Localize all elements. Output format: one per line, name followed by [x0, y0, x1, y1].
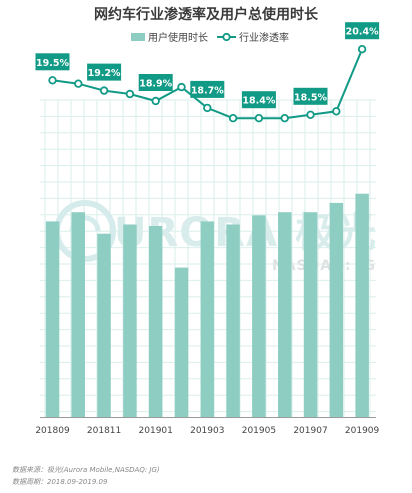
bars	[45, 193, 369, 417]
legend-line-label: 行业渗透率	[239, 31, 289, 44]
legend-bar-swatch	[131, 33, 145, 41]
line-point-201906	[280, 113, 289, 123]
data-label-bg-201903	[190, 80, 225, 98]
data-label-bg-201909	[345, 22, 380, 40]
x-tick-201809: 201809	[35, 426, 70, 436]
line-point-201904	[228, 113, 238, 123]
line-point-201810	[74, 79, 83, 88]
line-point-201905	[254, 113, 264, 123]
line-point-201809	[48, 76, 57, 85]
bar-201908	[329, 202, 344, 417]
data-label-bg-201907	[293, 87, 328, 105]
bar-201809	[45, 221, 60, 417]
chart-title: 网约车行业渗透率及用户总使用时长	[94, 6, 319, 23]
footer-period: 数据周期：2018.09-2019.09	[12, 478, 108, 486]
bar-201905	[252, 215, 266, 417]
data-label-bg-201905	[241, 91, 276, 109]
bar-201810	[71, 212, 85, 417]
bar-201811	[97, 233, 111, 417]
data-label-201901: 18.9%	[139, 79, 172, 90]
x-tick-labels: 201809 201811 201901 201903 201905 201907 2019…	[35, 426, 379, 436]
watermark-brand: URORA	[114, 210, 278, 256]
x-tick-201811: 201811	[87, 426, 121, 436]
x-tick-201907: 201907	[293, 426, 327, 436]
line-point-201908	[332, 107, 341, 116]
data-label-bg-201811	[87, 63, 122, 81]
data-label-201909: 20.4%	[346, 27, 379, 38]
penetration-line: 19.5% 19.2% 18.9% 18.7% 18.4% 18.5% 20.4%	[35, 22, 380, 123]
bar-201903	[200, 221, 215, 417]
bar-201909	[355, 193, 369, 417]
data-label-201905: 18.4%	[242, 96, 275, 107]
data-label-201903: 18.7%	[191, 85, 224, 96]
x-tick-201905: 201905	[242, 426, 276, 436]
line-point-201909	[357, 45, 367, 54]
line-point-201811	[99, 86, 109, 95]
bar-201904	[226, 224, 240, 417]
legend-bar-label: 用户使用时长	[148, 31, 208, 44]
line-point-201907	[306, 110, 315, 119]
x-tick-201901: 201901	[139, 426, 173, 436]
legend-line-marker	[222, 32, 231, 42]
line-point-201901	[151, 96, 160, 106]
line-point-201902	[177, 82, 186, 92]
bar-201812	[123, 224, 137, 417]
line-point-201903	[203, 103, 212, 113]
data-label-201907: 18.5%	[294, 92, 327, 103]
data-label-201811: 19.2%	[88, 68, 121, 79]
line-point-201812	[125, 89, 135, 99]
legend: 用户使用时长 行业渗透率	[131, 31, 289, 44]
data-label-bg-201809	[35, 53, 70, 71]
bar-201901	[148, 226, 163, 417]
data-label-bg-201901	[138, 74, 173, 91]
watermark-sub: NASDAQ: JG	[272, 258, 376, 274]
data-label-201809: 19.5%	[36, 58, 69, 69]
x-tick-201903: 201903	[190, 426, 224, 436]
x-tick-201909: 201909	[345, 426, 380, 436]
footer-source: 数据来源：极光(Aurora Mobile,NASDAQ: JG)	[12, 466, 160, 474]
bar-201906	[278, 212, 292, 417]
bar-201907	[303, 212, 318, 417]
bar-201902	[174, 267, 189, 417]
